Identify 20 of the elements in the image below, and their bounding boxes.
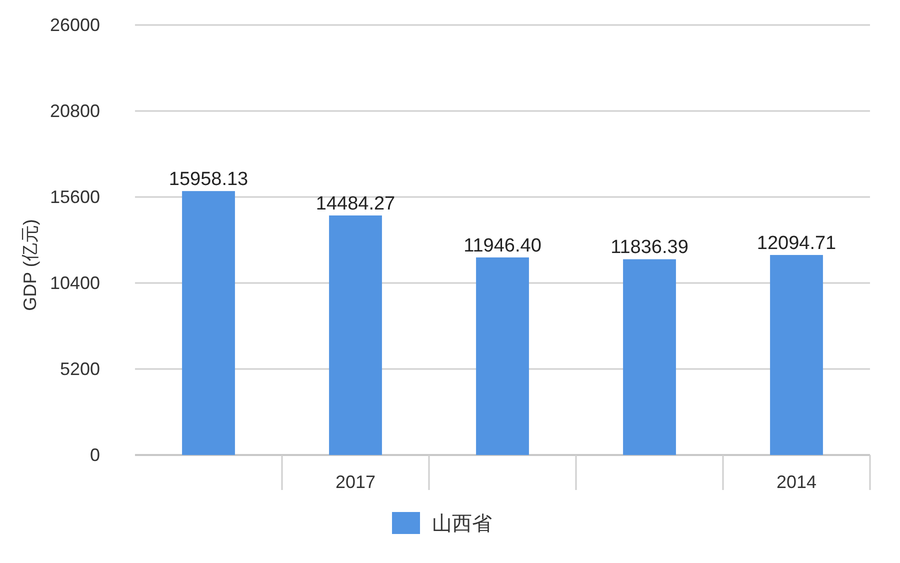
y-axis-title: GDP (亿元) [20, 219, 40, 311]
bar [623, 259, 676, 455]
y-tick-label: 26000 [50, 15, 100, 35]
bar [476, 257, 529, 455]
y-tick-label: 15600 [50, 187, 100, 207]
text: 12094.71 [756, 232, 836, 254]
text: 14484.27 [316, 193, 396, 214]
y-tick-label: 10400 [50, 273, 100, 293]
text: 15958.13 [168, 169, 248, 190]
y-tick-label: 0 [90, 445, 100, 465]
bar [770, 254, 823, 455]
bar [182, 191, 235, 455]
y-tick-label: 5200 [60, 359, 100, 379]
legend-label: 山西省 [432, 513, 492, 535]
text: 11836.39 [610, 237, 688, 258]
y-tick-label: 20800 [50, 101, 100, 121]
x-tick-label: 2014 [776, 472, 817, 492]
bar [329, 215, 382, 455]
text: 11946.40 [464, 235, 542, 256]
x-tick-label: 2017 [335, 472, 376, 492]
